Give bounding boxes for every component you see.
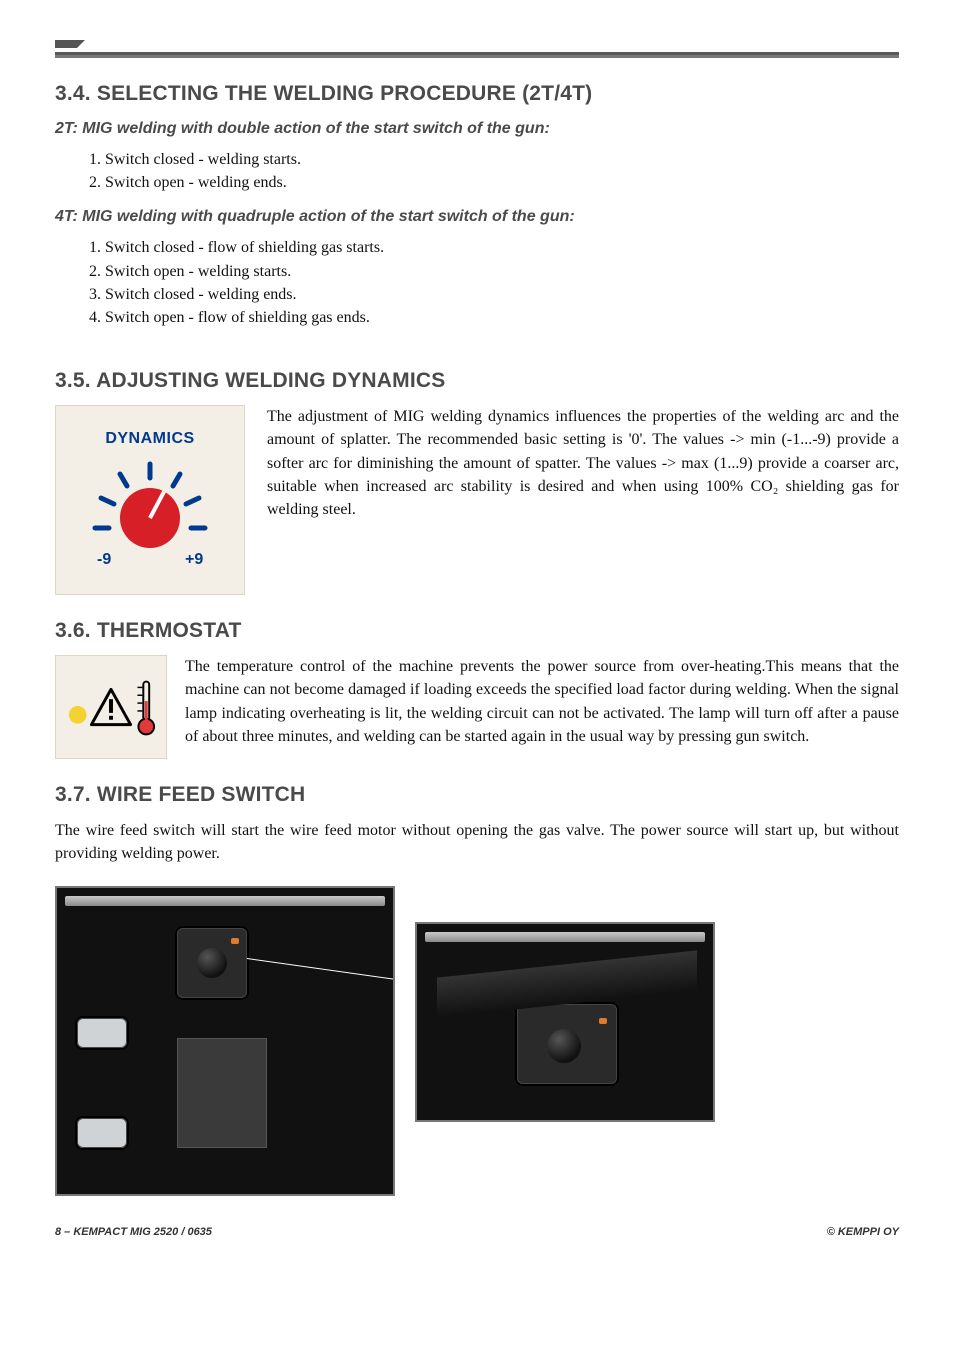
thermostat-icon xyxy=(64,671,158,743)
dynamics-panel: DYNAMICS -9 +9 xyxy=(55,405,245,595)
list-item: 1. Switch closed - flow of shielding gas… xyxy=(89,236,899,259)
sub-2t-heading: 2T: MIG welding with double action of th… xyxy=(55,120,899,138)
steps-2t: 1. Switch closed - welding starts. 2. Sw… xyxy=(55,148,899,194)
svg-text:-9: -9 xyxy=(97,551,111,568)
section-3-6-title: 3.6. THERMOSTAT xyxy=(55,619,899,643)
list-item: 4. Switch open - flow of shielding gas e… xyxy=(89,306,899,329)
page-footer: 8 – KEMPACT MIG 2520 / 0635 © KEMPPI OY xyxy=(55,1226,899,1238)
footer-left: 8 – KEMPACT MIG 2520 / 0635 xyxy=(55,1226,212,1238)
footer-right: © KEMPPI OY xyxy=(827,1226,899,1238)
list-item: 1. Switch closed - welding starts. xyxy=(89,148,899,171)
dynamics-body: The adjustment of MIG welding dynamics i… xyxy=(267,405,899,521)
corner-mark xyxy=(55,40,85,48)
section-3-4-title: 3.4. SELECTING THE WELDING PROCEDURE (2T… xyxy=(55,82,899,106)
wire-feed-body: The wire feed switch will start the wire… xyxy=(55,819,899,865)
svg-text:+9: +9 xyxy=(185,551,203,568)
top-rule xyxy=(55,52,899,58)
steps-4t: 1. Switch closed - flow of shielding gas… xyxy=(55,236,899,329)
list-item: 3. Switch closed - welding ends. xyxy=(89,283,899,306)
dynamics-label: DYNAMICS xyxy=(105,430,194,448)
section-3-7-title: 3.7. WIRE FEED SWITCH xyxy=(55,783,899,807)
photo-row xyxy=(55,886,899,1196)
list-item: 2. Switch open - welding starts. xyxy=(89,260,899,283)
sub-4t-heading: 4T: MIG welding with quadruple action of… xyxy=(55,208,899,226)
wire-feed-photo-right xyxy=(415,922,715,1122)
dynamics-row: DYNAMICS -9 +9 xyxy=(55,405,899,595)
wire-feed-photo-left xyxy=(55,886,395,1196)
thermostat-body: The temperature control of the machine p… xyxy=(185,655,899,748)
section-3-5-title: 3.5. ADJUSTING WELDING DYNAMICS xyxy=(55,369,899,393)
thermostat-row: The temperature control of the machine p… xyxy=(55,655,899,759)
dynamics-dial-icon: -9 +9 xyxy=(85,456,215,576)
list-item: 2. Switch open - welding ends. xyxy=(89,171,899,194)
thermostat-panel xyxy=(55,655,167,759)
